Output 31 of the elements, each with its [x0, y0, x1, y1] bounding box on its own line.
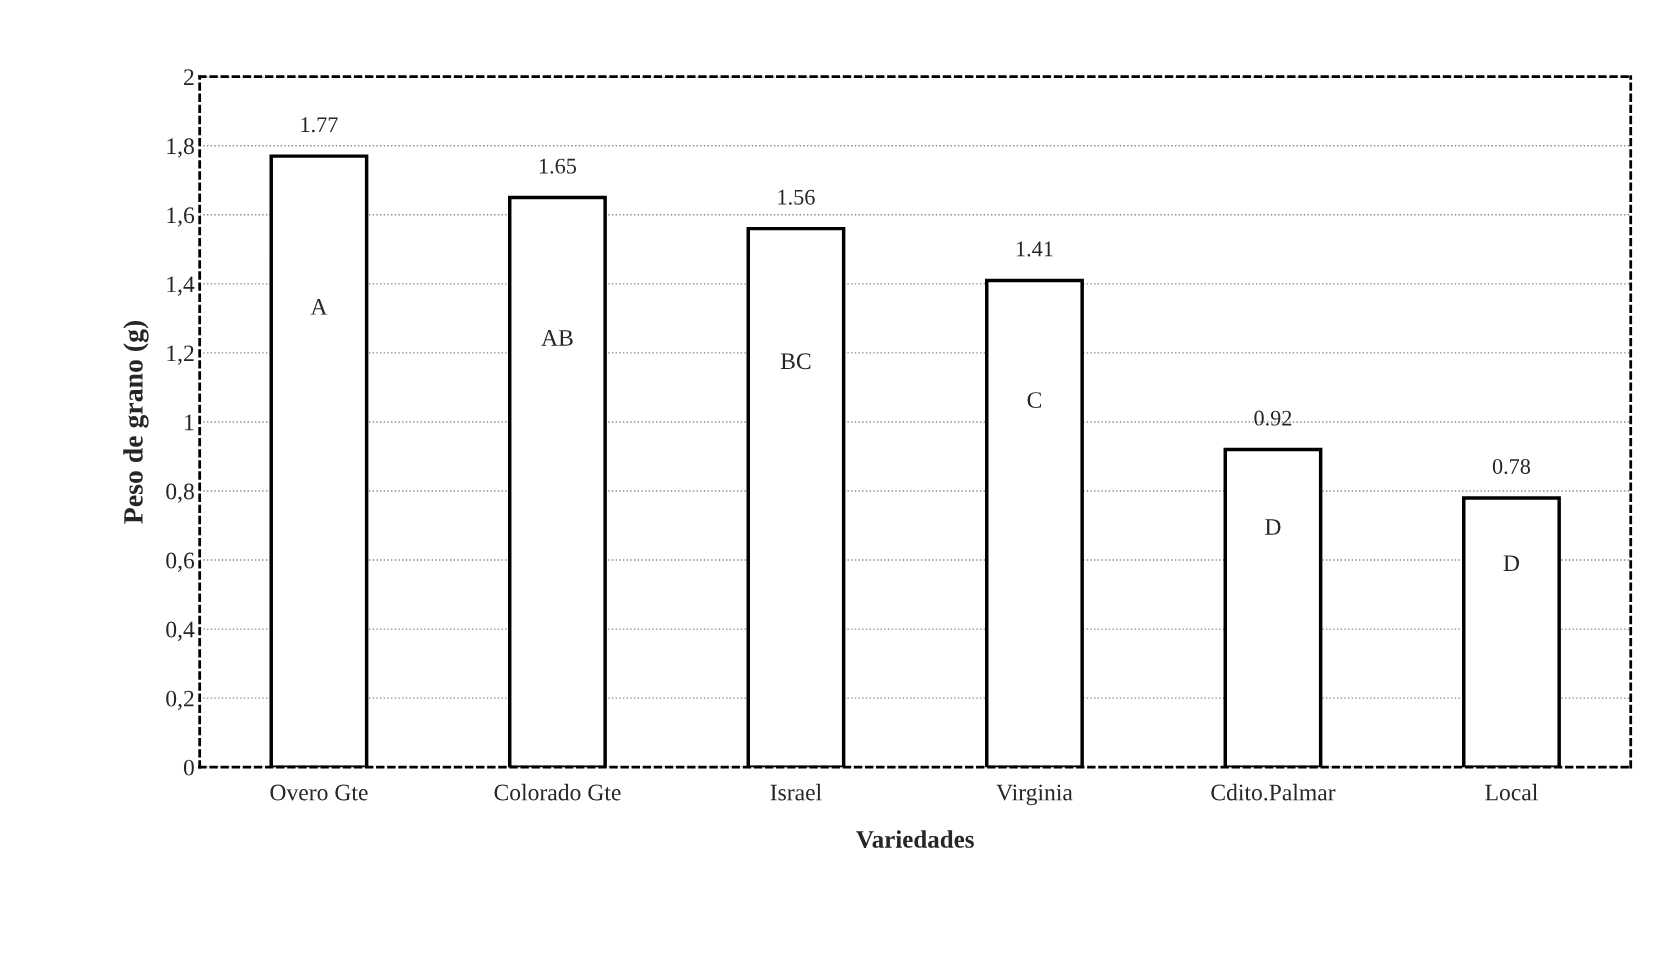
annotation: BC — [780, 353, 811, 370]
y-tick-label: 1 — [185, 414, 194, 431]
y-tick-label: 0,2 — [166, 690, 194, 710]
annotation: D — [1503, 555, 1520, 571]
annotation: D — [1265, 519, 1281, 535]
y-tick-label: 0,4 — [166, 621, 195, 641]
x-tick-label: Cdito.Palmar — [1211, 783, 1336, 801]
y-tick-label: 0,8 — [166, 483, 194, 503]
data-label: 0.78 — [1492, 458, 1531, 475]
y-tick-label: 0 — [183, 759, 194, 776]
data-label: 1.41 — [1016, 241, 1053, 257]
annotation: AB — [541, 330, 573, 346]
x-tick-label: Colorado Gte — [494, 783, 621, 801]
annotation: A — [310, 298, 328, 315]
y-tick-label: 0,6 — [166, 552, 195, 572]
y-axis-title: Peso de grano (g) — [123, 320, 149, 524]
data-label: 1.56 — [778, 189, 815, 205]
x-tick-label: Israel — [770, 783, 822, 801]
x-tick-label: Overo Gte — [270, 784, 368, 801]
data-label: 1.77 — [301, 117, 338, 133]
x-axis-title: Variedades — [856, 830, 974, 849]
x-tick-label: Virginia — [996, 784, 1073, 806]
annotation: C — [1027, 392, 1042, 409]
y-tick-label: 1,8 — [167, 138, 194, 158]
data-label: 0.92 — [1254, 410, 1292, 426]
y-tick-label: 1,4 — [167, 276, 195, 296]
x-tick-label: Local — [1485, 783, 1538, 801]
y-tick-label: 1,2 — [167, 345, 194, 365]
data-label: 1.65 — [539, 158, 577, 174]
y-tick-label: 1,6 — [167, 207, 195, 227]
y-tick-label: 2 — [184, 69, 194, 85]
